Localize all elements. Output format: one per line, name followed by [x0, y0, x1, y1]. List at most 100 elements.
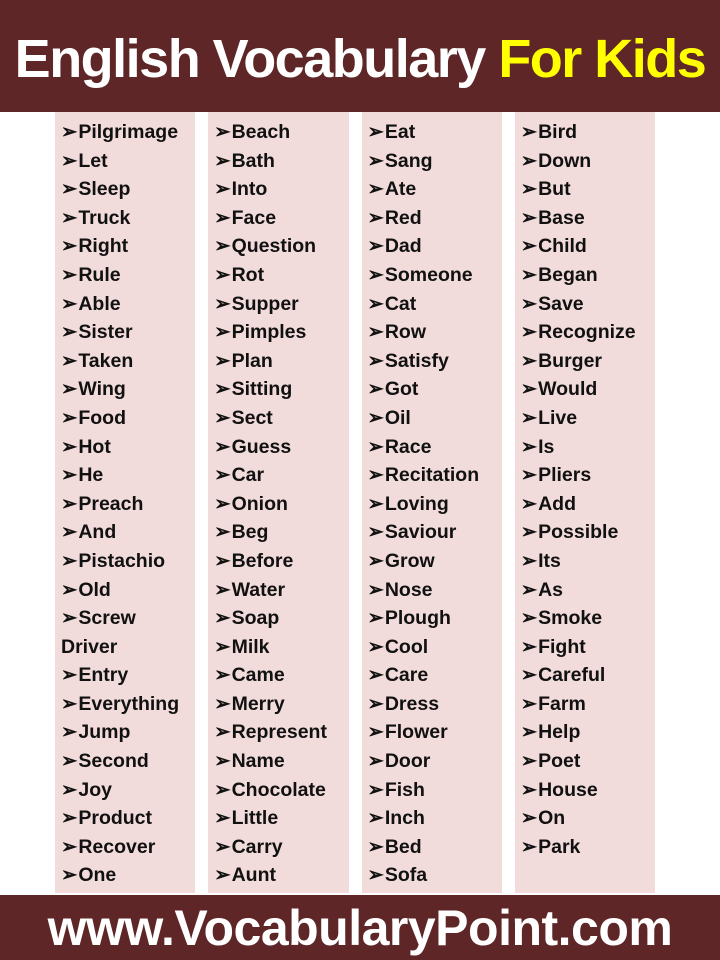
arrow-bullet-icon: ➢	[367, 406, 384, 429]
word-label: Door	[384, 750, 431, 773]
word-label: Screw Driver	[61, 607, 136, 658]
word-item: ➢Recognize	[521, 318, 653, 347]
word-label: Sitting	[231, 378, 293, 401]
word-item: ➢Taken	[61, 347, 193, 376]
word-label: Let	[78, 149, 108, 172]
arrow-bullet-icon: ➢	[520, 235, 538, 258]
word-item: ➢Pistachio	[61, 547, 193, 576]
arrow-bullet-icon: ➢	[214, 492, 231, 515]
arrow-bullet-icon: ➢	[214, 778, 231, 801]
word-item: ➢Fish	[368, 776, 500, 805]
arrow-bullet-icon: ➢	[367, 521, 384, 544]
word-label: On	[538, 807, 566, 830]
word-label: But	[538, 178, 571, 201]
word-label: Oil	[384, 406, 411, 429]
word-item: ➢Door	[368, 747, 500, 776]
word-label: Came	[231, 664, 285, 687]
word-label: Pilgrimage	[78, 121, 179, 143]
word-item: ➢Burger	[521, 347, 653, 376]
arrow-bullet-icon: ➢	[367, 235, 384, 258]
word-item: ➢Into	[214, 175, 346, 204]
word-item: ➢Soap	[214, 604, 346, 633]
word-label: Add	[538, 492, 576, 515]
word-item: ➢Careful	[521, 661, 653, 690]
word-item: ➢Question	[214, 232, 346, 261]
word-label: Began	[538, 263, 598, 286]
arrow-bullet-icon: ➢	[520, 121, 538, 143]
arrow-bullet-icon: ➢	[61, 349, 78, 372]
word-item: ➢Poet	[521, 747, 653, 776]
word-item: ➢Hot	[61, 433, 193, 462]
arrow-bullet-icon: ➢	[520, 778, 538, 801]
word-item: ➢Rule	[61, 261, 193, 290]
arrow-bullet-icon: ➢	[367, 549, 384, 572]
word-label: Bird	[538, 121, 578, 143]
word-label: Base	[538, 206, 585, 229]
arrow-bullet-icon: ➢	[214, 263, 231, 286]
word-item: ➢Sect	[214, 404, 346, 433]
word-label: One	[78, 864, 117, 887]
arrow-bullet-icon: ➢	[61, 521, 78, 544]
word-label: Sofa	[384, 864, 428, 887]
arrow-bullet-icon: ➢	[61, 263, 78, 286]
word-item: ➢Farm	[521, 690, 653, 719]
word-label: Flower	[384, 721, 448, 744]
word-item: ➢Eat	[368, 118, 500, 147]
word-label: Careful	[538, 664, 606, 687]
word-label: Carry	[231, 835, 283, 858]
word-label: Sister	[78, 321, 133, 344]
word-label: Sleep	[78, 178, 131, 201]
arrow-bullet-icon: ➢	[61, 750, 78, 773]
arrow-bullet-icon: ➢	[520, 435, 538, 458]
word-label: Down	[538, 149, 592, 172]
arrow-bullet-icon: ➢	[214, 692, 231, 715]
word-item: ➢Nose	[368, 576, 500, 605]
arrow-bullet-icon: ➢	[520, 664, 538, 687]
word-label: Cool	[384, 635, 429, 658]
word-item: ➢Recitation	[368, 461, 500, 490]
word-item: ➢Joy	[61, 776, 193, 805]
arrow-bullet-icon: ➢	[520, 464, 538, 487]
word-label: Chocolate	[231, 778, 326, 801]
arrow-bullet-icon: ➢	[367, 664, 384, 687]
arrow-bullet-icon: ➢	[520, 807, 538, 830]
arrow-bullet-icon: ➢	[61, 578, 78, 601]
word-label: Is	[538, 435, 555, 458]
word-item: ➢Name	[214, 747, 346, 776]
arrow-bullet-icon: ➢	[61, 492, 78, 515]
arrow-bullet-icon: ➢	[214, 149, 231, 172]
word-label: Old	[78, 578, 111, 601]
word-label: Onion	[231, 492, 288, 515]
word-label: Inch	[384, 807, 425, 830]
arrow-bullet-icon: ➢	[520, 378, 538, 401]
word-label: Wing	[78, 378, 126, 401]
page-title: English Vocabulary For Kids	[15, 26, 707, 86]
word-item: ➢Loving	[368, 490, 500, 519]
word-item: ➢Product	[61, 804, 193, 833]
word-label: Into	[231, 178, 268, 201]
word-item: ➢On	[521, 804, 653, 833]
arrow-bullet-icon: ➢	[214, 464, 231, 487]
word-label: Beach	[231, 121, 291, 143]
word-label: Milk	[231, 635, 270, 658]
word-item: ➢Came	[214, 661, 346, 690]
word-label: Sect	[231, 406, 273, 429]
word-label: Before	[231, 549, 294, 572]
arrow-bullet-icon: ➢	[61, 121, 78, 143]
word-item: ➢Fight	[521, 633, 653, 662]
arrow-bullet-icon: ➢	[61, 149, 78, 172]
word-label: Joy	[78, 778, 112, 801]
arrow-bullet-icon: ➢	[61, 835, 78, 858]
word-label: Water	[231, 578, 286, 601]
word-item: ➢House	[521, 776, 653, 805]
word-label: As	[538, 578, 564, 601]
word-label: Rot	[231, 263, 265, 286]
arrow-bullet-icon: ➢	[61, 549, 78, 572]
word-item: ➢Possible	[521, 518, 653, 547]
word-item: ➢Got	[368, 375, 500, 404]
arrow-bullet-icon: ➢	[61, 664, 78, 687]
word-item: ➢Guess	[214, 433, 346, 462]
word-item: ➢Bed	[368, 833, 500, 862]
word-label: Someone	[384, 263, 473, 286]
arrow-bullet-icon: ➢	[367, 149, 384, 172]
